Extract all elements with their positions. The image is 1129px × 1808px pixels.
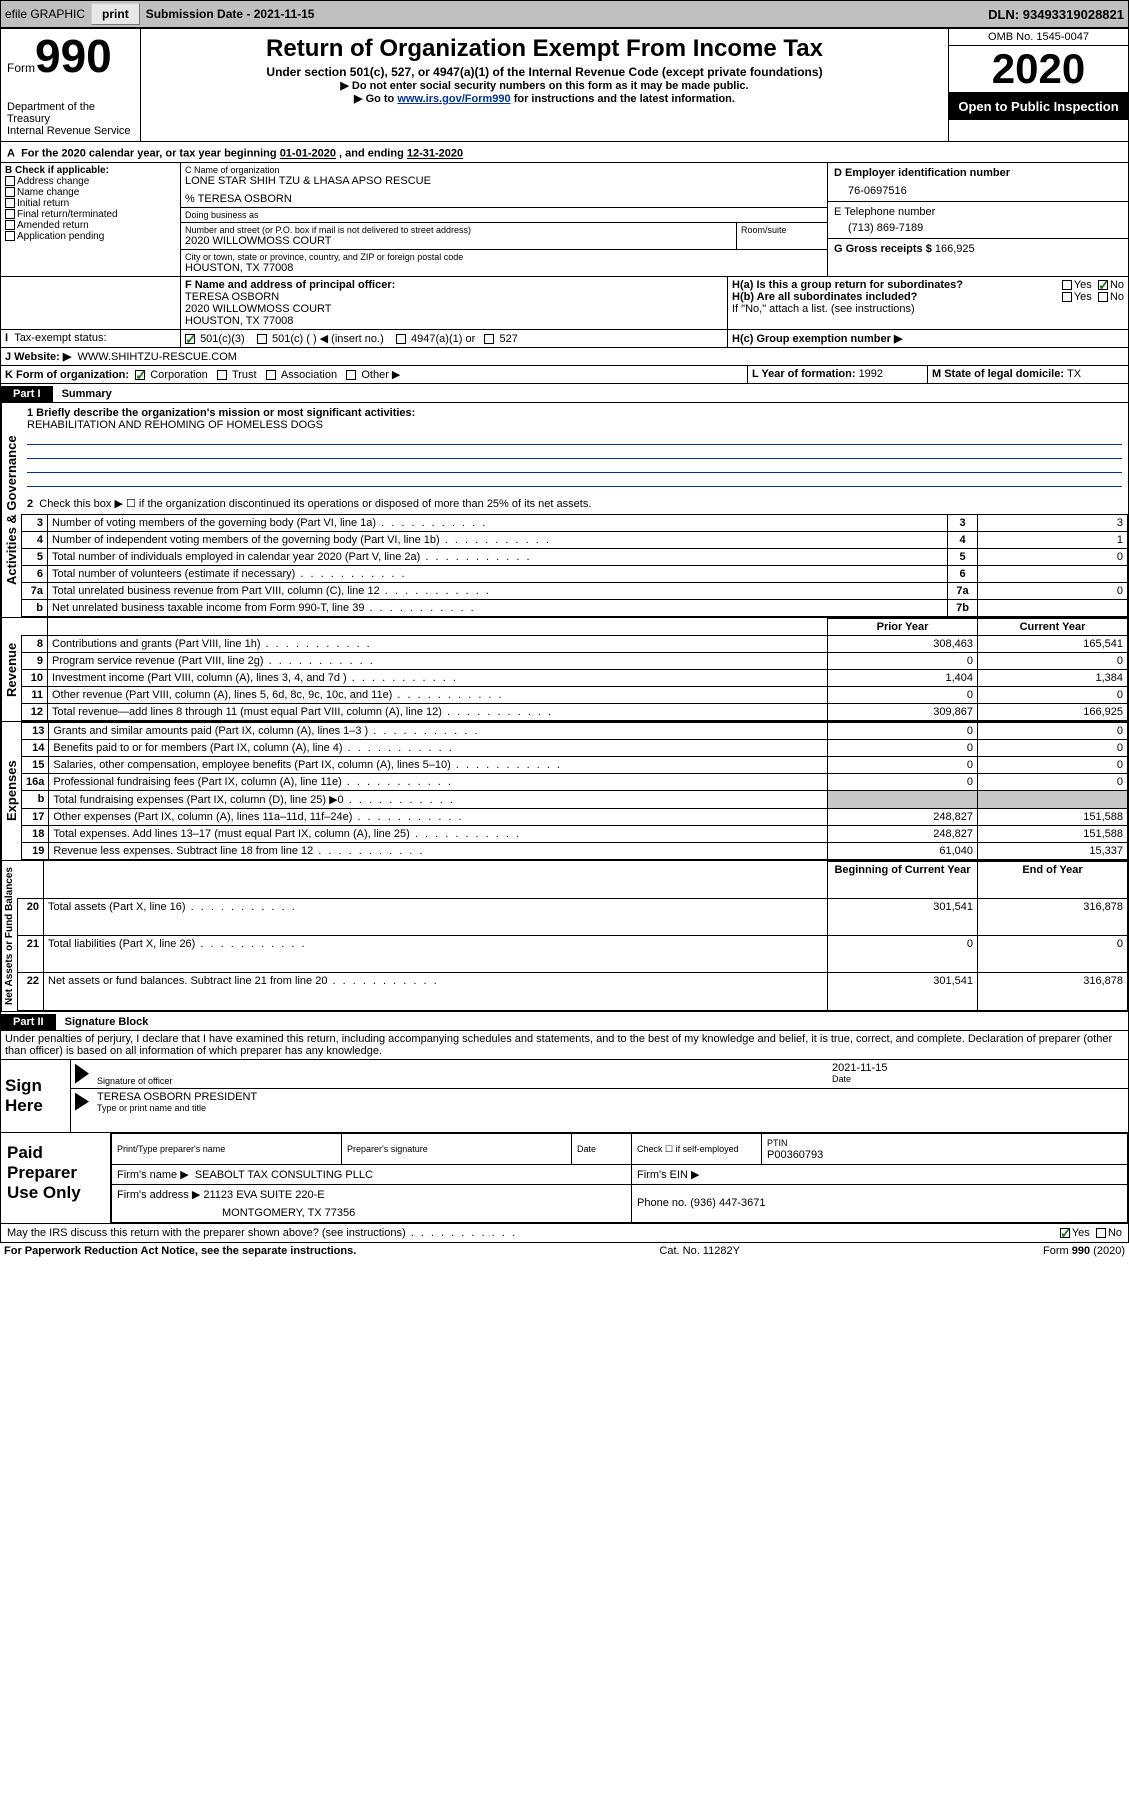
h-a: H(a) Is this a group return for subordin…	[732, 279, 1124, 291]
b-item: Application pending	[5, 231, 176, 242]
street: 2020 WILLOWMOSS COURT	[185, 235, 732, 247]
b-item: Amended return	[5, 220, 176, 231]
h-b: H(b) Are all subordinates included? Yes …	[732, 291, 1124, 303]
city: HOUSTON, TX 77008	[185, 262, 823, 274]
irs-link[interactable]: www.irs.gov/Form990	[397, 93, 510, 105]
h-c: H(c) Group exemption number ▶	[732, 333, 902, 345]
expenses-section: Expenses 13Grants and similar amounts pa…	[0, 722, 1129, 861]
officer-addr2: HOUSTON, TX 77008	[185, 315, 723, 327]
i-label: I Tax-exempt status:	[1, 330, 181, 347]
sidebar-netassets: Net Assets or Fund Balances	[1, 861, 17, 1011]
city-label: City or town, state or province, country…	[185, 252, 823, 262]
paid-preparer-block: Paid Preparer Use Only Print/Type prepar…	[0, 1133, 1129, 1224]
sidebar-revenue: Revenue	[1, 618, 21, 721]
firm-name: SEABOLT TAX CONSULTING PLLC	[195, 1169, 373, 1181]
sig-officer-label: Signature of officer	[97, 1076, 824, 1086]
org-info-block: B Check if applicable: Address change Na…	[0, 163, 1129, 276]
type-name-label: Type or print name and title	[97, 1103, 1124, 1113]
street-label: Number and street (or P.O. box if mail i…	[185, 225, 732, 235]
arrow-icon	[75, 1064, 89, 1084]
governance-section: Activities & Governance 1 Briefly descri…	[0, 403, 1129, 618]
arrow-icon	[75, 1093, 89, 1111]
officer-addr1: 2020 WILLOWMOSS COURT	[185, 303, 723, 315]
expenses-table: 13Grants and similar amounts paid (Part …	[21, 722, 1128, 860]
sign-here-label: Sign Here	[1, 1060, 71, 1132]
ein: 76-0697516	[834, 179, 1122, 197]
room-label: Room/suite	[741, 225, 823, 235]
officer-group-block: F Name and address of principal officer:…	[0, 276, 1129, 329]
sign-here-block: Sign Here Signature of officer 2021-11-1…	[0, 1060, 1129, 1133]
declaration: Under penalties of perjury, I declare th…	[0, 1031, 1129, 1060]
netassets-table: Beginning of Current YearEnd of Year20To…	[17, 861, 1128, 1011]
sidebar-governance: Activities & Governance	[1, 403, 21, 617]
dept-label: Department of the Treasury Internal Reve…	[7, 101, 134, 137]
efile-label: efile GRAPHIC	[5, 7, 85, 21]
instruction-2: ▶ Go to www.irs.gov/Form990 for instruct…	[149, 92, 940, 105]
tax-year: 2020	[949, 46, 1128, 93]
revenue-table: Prior YearCurrent Year8Contributions and…	[21, 618, 1128, 721]
netassets-section: Net Assets or Fund Balances Beginning of…	[0, 861, 1129, 1012]
discuss-row: May the IRS discuss this return with the…	[0, 1224, 1129, 1243]
officer-typed-name: TERESA OSBORN PRESIDENT	[97, 1091, 1124, 1103]
gross-receipts: 166,925	[935, 243, 975, 255]
q2: Check this box ▶ ☐ if the organization d…	[39, 498, 591, 510]
form-header: Form990 Department of the Treasury Inter…	[0, 28, 1129, 142]
sidebar-expenses: Expenses	[1, 722, 21, 860]
phone: (713) 869-7189	[834, 218, 1122, 234]
dln: DLN: 93493319028821	[988, 7, 1124, 22]
sig-date: 2021-11-15	[832, 1062, 1124, 1074]
print-button[interactable]: print	[91, 3, 140, 25]
b-item: Final return/terminated	[5, 209, 176, 220]
website: WWW.SHIHTZU-RESCUE.COM	[77, 351, 236, 363]
paid-preparer-label: Paid Preparer Use Only	[1, 1133, 111, 1223]
governance-table: 3Number of voting members of the governi…	[21, 514, 1128, 617]
form-title: Return of Organization Exempt From Incom…	[149, 35, 940, 63]
mission: REHABILITATION AND REHOMING OF HOMELESS …	[27, 419, 323, 431]
part-i-header: Part I Summary	[0, 384, 1129, 403]
submission-date: Submission Date - 2021-11-15	[146, 7, 315, 21]
b-header: B Check if applicable:	[5, 165, 176, 176]
tax-exempt-row: I Tax-exempt status: 501(c)(3) 501(c) ( …	[0, 329, 1129, 348]
form-subtitle: Under section 501(c), 527, or 4947(a)(1)…	[149, 65, 940, 79]
e-label: E Telephone number	[834, 206, 1122, 218]
instruction-1: ▶ Do not enter social security numbers o…	[149, 79, 940, 92]
officer-name: TERESA OSBORN	[185, 291, 723, 303]
h-b-note: If "No," attach a list. (see instruction…	[732, 303, 1124, 315]
website-row: J Website: ▶ WWW.SHIHTZU-RESCUE.COM	[0, 348, 1129, 366]
b-item: Name change	[5, 187, 176, 198]
f-label: F Name and address of principal officer:	[185, 279, 723, 291]
b-item: Initial return	[5, 198, 176, 209]
topbar: efile GRAPHIC print Submission Date - 20…	[0, 0, 1129, 28]
omb-number: OMB No. 1545-0047	[949, 29, 1128, 46]
g-label: G Gross receipts $	[834, 243, 935, 255]
org-name: LONE STAR SHIH TZU & LHASA APSO RESCUE	[185, 175, 823, 187]
d-label: D Employer identification number	[834, 167, 1122, 179]
open-public: Open to Public Inspection	[949, 93, 1128, 120]
part-ii-header: Part II Signature Block	[0, 1012, 1129, 1031]
klm-row: K Form of organization: Corporation Trus…	[0, 366, 1129, 384]
form-label: Form990	[7, 33, 134, 79]
footer: For Paperwork Reduction Act Notice, see …	[0, 1243, 1129, 1259]
revenue-section: Revenue Prior YearCurrent Year8Contribut…	[0, 618, 1129, 722]
date-label: Date	[832, 1074, 1124, 1084]
care-of: % TERESA OSBORN	[185, 193, 823, 205]
c-name-label: C Name of organization	[185, 165, 823, 175]
tax-period: A For the 2020 calendar year, or tax yea…	[0, 142, 1129, 163]
dba-label: Doing business as	[181, 208, 827, 223]
q1-label: 1 Briefly describe the organization's mi…	[27, 407, 415, 419]
b-item: Address change	[5, 176, 176, 187]
